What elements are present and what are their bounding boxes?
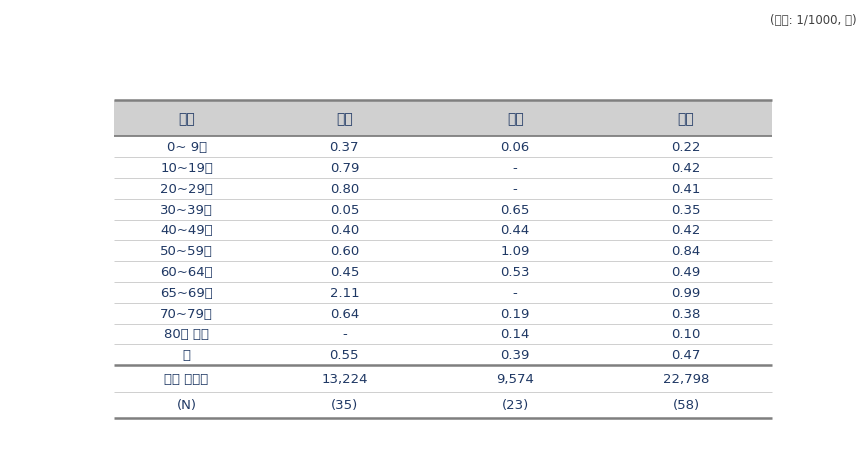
- Text: 70~79세: 70~79세: [160, 307, 213, 320]
- Text: 0.55: 0.55: [330, 348, 359, 361]
- Text: 0.64: 0.64: [330, 307, 359, 320]
- Text: 13,224: 13,224: [321, 372, 368, 385]
- Text: 0.49: 0.49: [672, 266, 701, 278]
- Text: 10~19세: 10~19세: [160, 162, 213, 175]
- Text: 1.09: 1.09: [500, 245, 530, 258]
- Text: 0.99: 0.99: [672, 286, 701, 299]
- Text: 0.65: 0.65: [500, 203, 530, 216]
- Text: -: -: [513, 286, 517, 299]
- Text: 65~69세: 65~69세: [160, 286, 213, 299]
- Text: 40~49세: 40~49세: [160, 224, 213, 237]
- Text: 20~29세: 20~29세: [160, 182, 213, 196]
- Text: 여자: 여자: [507, 112, 523, 126]
- Text: 0.47: 0.47: [672, 348, 701, 361]
- Text: 0.10: 0.10: [672, 328, 701, 341]
- Text: 0.22: 0.22: [672, 141, 701, 154]
- Text: 0.42: 0.42: [672, 224, 701, 237]
- Text: -: -: [513, 162, 517, 175]
- Text: 남자: 남자: [336, 112, 353, 126]
- Text: 0.05: 0.05: [330, 203, 359, 216]
- Text: 0.37: 0.37: [330, 141, 359, 154]
- Text: (단위: 1/1000, 건): (단위: 1/1000, 건): [770, 14, 857, 27]
- Text: 구분: 구분: [178, 112, 195, 126]
- Text: 0.53: 0.53: [500, 266, 530, 278]
- Text: 9,574: 9,574: [496, 372, 534, 385]
- Text: 0.39: 0.39: [500, 348, 530, 361]
- Text: 0.80: 0.80: [330, 182, 359, 196]
- Text: 60~64세: 60~64세: [160, 266, 213, 278]
- Text: 0.19: 0.19: [500, 307, 530, 320]
- Text: 0~ 9세: 0~ 9세: [166, 141, 207, 154]
- Text: 전체: 전체: [678, 112, 695, 126]
- Text: 0.14: 0.14: [500, 328, 530, 341]
- Text: (58): (58): [672, 398, 700, 411]
- Text: 30~39세: 30~39세: [160, 203, 213, 216]
- Text: 80세 이상: 80세 이상: [164, 328, 209, 341]
- Text: (35): (35): [331, 398, 358, 411]
- Text: 0.40: 0.40: [330, 224, 359, 237]
- Text: (N): (N): [177, 398, 196, 411]
- Text: 0.35: 0.35: [672, 203, 701, 216]
- Text: 전국 추정수: 전국 추정수: [164, 372, 208, 385]
- Text: 50~59세: 50~59세: [160, 245, 213, 258]
- Text: -: -: [513, 182, 517, 196]
- Text: 0.41: 0.41: [672, 182, 701, 196]
- Text: 0.06: 0.06: [500, 141, 530, 154]
- Text: 계: 계: [183, 348, 190, 361]
- Text: 0.60: 0.60: [330, 245, 359, 258]
- Text: 0.44: 0.44: [500, 224, 530, 237]
- Text: 0.38: 0.38: [672, 307, 701, 320]
- Text: (23): (23): [502, 398, 529, 411]
- Text: -: -: [342, 328, 347, 341]
- Text: 0.42: 0.42: [672, 162, 701, 175]
- Text: 0.45: 0.45: [330, 266, 359, 278]
- Text: 22,798: 22,798: [663, 372, 709, 385]
- Bar: [115, 101, 771, 137]
- Text: 0.79: 0.79: [330, 162, 359, 175]
- Text: 0.84: 0.84: [672, 245, 701, 258]
- Text: 2.11: 2.11: [330, 286, 359, 299]
